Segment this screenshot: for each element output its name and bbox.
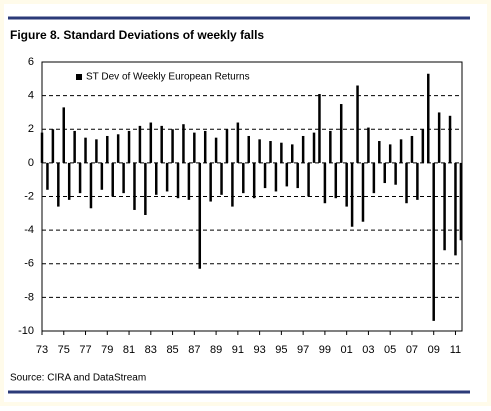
x-tick-label: 75: [58, 344, 70, 356]
x-tick-label: 01: [341, 344, 353, 356]
y-tick-label: 6: [28, 56, 34, 68]
x-tick-label: 73: [36, 344, 48, 356]
x-tick-label: 99: [319, 344, 331, 356]
x-tick-label: 03: [362, 344, 374, 356]
x-tick-label: 95: [275, 344, 287, 356]
panel: [4, 4, 487, 402]
x-tick-label: 85: [166, 344, 178, 356]
x-tick-label: 05: [384, 344, 396, 356]
x-tick-label: 93: [253, 344, 265, 356]
x-tick-label: 77: [79, 344, 91, 356]
x-tick-label: 89: [210, 344, 222, 356]
x-tick-label: 97: [297, 344, 309, 356]
source: Source: CIRA and DataStream: [10, 373, 146, 384]
legend-swatch: [76, 74, 82, 80]
y-tick-label: -10: [18, 325, 34, 337]
y-tick-label: 4: [28, 90, 34, 102]
chart-title: Figure 8. Standard Deviations of weekly …: [10, 28, 264, 42]
x-tick-label: 11: [450, 344, 461, 356]
x-tick-label: 87: [188, 344, 200, 356]
x-tick-label: 79: [101, 344, 113, 356]
y-tick-label: -4: [24, 224, 34, 236]
y-tick-label: 2: [28, 123, 34, 135]
x-tick-label: 83: [145, 344, 157, 356]
y-tick-label: -8: [24, 291, 34, 303]
y-tick-label: 0: [28, 157, 34, 169]
legend-label: ST Dev of Weekly European Returns: [86, 72, 250, 83]
y-tick-label: -2: [24, 190, 34, 202]
x-tick-label: 91: [232, 344, 244, 356]
x-tick-label: 07: [406, 344, 418, 356]
y-tick-label: -6: [24, 258, 34, 270]
x-tick-label: 09: [428, 344, 440, 356]
x-tick-label: 81: [123, 344, 135, 356]
